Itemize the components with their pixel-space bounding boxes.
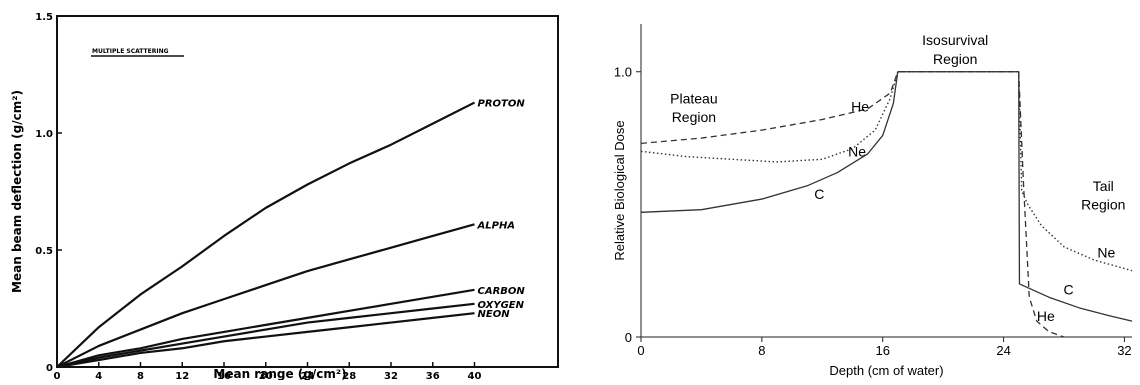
series-label-neon: NEON: [478, 309, 511, 320]
x-tick-label: 24: [996, 343, 1010, 358]
x-axis-label: Depth (cm of water): [829, 363, 943, 378]
x-tick-label: 8: [758, 343, 765, 358]
multiple-scattering-chart-svg: 0 4 8 12 16 20 24 28 32 36 40 0 0.5 1.0 1.5 Mean range …: [10, 12, 559, 382]
y-axis-label: Mean beam deflection (g/cm²): [10, 90, 24, 293]
series-line-proton: [56, 101, 475, 368]
region-annotation-tail: Tail: [1093, 178, 1114, 194]
series-label-he: He: [851, 99, 869, 115]
series-label-c: C: [814, 186, 824, 202]
region-annotation-isosurvival: Isosurvival: [922, 32, 988, 48]
x-tick-label: 28: [342, 371, 356, 380]
series-line-carbon: [56, 288, 475, 369]
x-tick-label: 20: [259, 371, 273, 380]
series-label-proton: PROTON: [478, 99, 526, 110]
x-axis-label: Mean range (g/cm²): [213, 367, 346, 380]
series-label-oxygen: OXYGEN: [478, 300, 525, 311]
x-tick-label: 12: [175, 371, 189, 380]
relative-biological-dose-chart: 0 8 16 24 32 0 1.0 Depth (cm of water) Relative …: [575, 0, 1140, 380]
relative-biological-dose-chart-svg: 0 8 16 24 32 0 1.0 Depth (cm of water) Relative …: [612, 24, 1133, 378]
y-tick-label: 0.5: [35, 246, 53, 257]
series-line-alpha: [56, 223, 475, 368]
x-tick-label: 8: [137, 371, 144, 380]
tail-series-label-he: He: [1037, 308, 1055, 324]
series-label-carbon: CARBON: [478, 286, 526, 297]
series-label-alpha: ALPHA: [477, 220, 516, 231]
series-line-he: [640, 71, 1065, 338]
x-tick-label: 32: [384, 371, 398, 380]
y-tick-label: 1.0: [614, 65, 632, 80]
x-tick-label: 4: [95, 371, 102, 380]
tail-series-label-c: C: [1063, 282, 1073, 298]
multiple-scattering-chart: 0 4 8 12 16 20 24 28 32 36 40 0 0.5 1.0 1.5 Mean range …: [0, 0, 565, 382]
x-tick-label: 36: [426, 371, 440, 380]
x-tick-label: 16: [875, 343, 889, 358]
series-line-neon: [56, 312, 475, 369]
x-tick-label: 0: [637, 343, 644, 358]
x-tick-label: 24: [301, 371, 315, 380]
region-annotation-plateau: Plateau: [670, 91, 717, 107]
y-axis-label: Relative Biological Dose: [612, 120, 627, 260]
series-line-ne: [640, 71, 1133, 272]
region-annotation-region: Region: [1081, 197, 1125, 213]
region-annotation-region: Region: [672, 109, 716, 125]
x-tick-label: 32: [1117, 343, 1131, 358]
x-tick-label: 0: [54, 371, 61, 380]
region-annotation-region: Region: [933, 51, 977, 67]
x-tick-label: 40: [468, 371, 482, 380]
tail-series-label-ne: Ne: [1097, 244, 1115, 260]
y-tick-label: 1.5: [35, 12, 53, 23]
y-tick-label: 0: [625, 330, 632, 345]
x-tick-label: 16: [217, 371, 231, 380]
series-line-oxygen: [56, 302, 475, 369]
inset-label: MULTIPLE SCATTERING: [92, 48, 169, 55]
y-tick-label: 0: [46, 363, 53, 374]
series-label-ne: Ne: [848, 144, 866, 160]
y-tick-label: 1.0: [35, 129, 53, 140]
series-line-c: [640, 71, 1133, 322]
